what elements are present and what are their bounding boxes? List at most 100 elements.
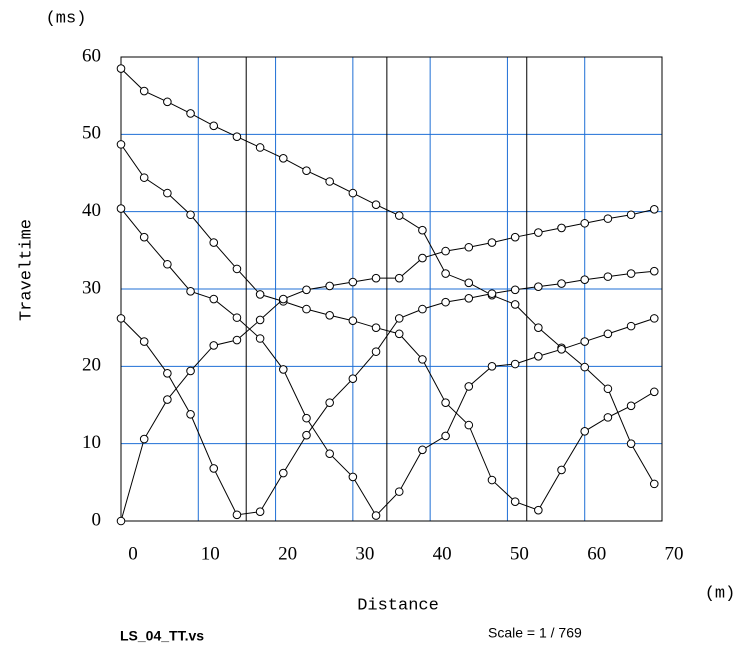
data-point (116, 516, 126, 526)
data-point (116, 314, 126, 323)
data-point (649, 479, 659, 489)
data-point (325, 281, 334, 291)
data-point (649, 205, 659, 214)
x-tick-label: 50 (510, 543, 529, 564)
data-point (418, 355, 427, 364)
data-point (255, 507, 265, 517)
data-point (209, 464, 219, 473)
data-point (209, 294, 219, 304)
data-point (441, 431, 450, 441)
data-point (139, 86, 149, 96)
data-point (255, 334, 265, 343)
data-point (626, 439, 636, 448)
data-point (394, 211, 404, 220)
data-point (302, 413, 311, 423)
data-point (371, 200, 381, 210)
data-point (580, 362, 590, 372)
y-tick-label: 40 (82, 200, 101, 221)
data-point (371, 511, 381, 520)
series-line (120, 208, 655, 517)
data-point (510, 285, 520, 295)
data-point (534, 323, 543, 332)
data-point (302, 304, 311, 314)
data-point (371, 323, 381, 332)
data-point (186, 109, 195, 118)
data-point (232, 264, 242, 274)
data-point (209, 121, 219, 131)
data-point (510, 232, 520, 242)
x-tick-label: 70 (665, 543, 684, 564)
data-point (116, 204, 126, 213)
data-point (649, 266, 659, 276)
data-point (394, 329, 404, 339)
y-tick-label: 50 (82, 123, 101, 144)
data-point (279, 365, 288, 374)
data-point (464, 382, 474, 391)
data-point (557, 465, 566, 475)
data-point (348, 374, 358, 384)
plot-border (120, 56, 663, 522)
data-point (186, 210, 195, 220)
data-point (394, 314, 404, 323)
data-point (441, 398, 450, 407)
y-tick-label: 20 (82, 355, 101, 376)
data-point (534, 505, 543, 515)
data-point (163, 97, 172, 107)
y-tick-label: 10 (82, 432, 101, 453)
data-point (255, 290, 265, 299)
data-point (626, 321, 636, 331)
data-point (464, 242, 474, 252)
data-point (302, 166, 311, 175)
data-point (139, 232, 149, 242)
data-point (580, 337, 590, 346)
file-name: LS_04_TT.vs (120, 628, 204, 644)
data-point (441, 297, 450, 307)
x-tick-label: 60 (587, 543, 606, 564)
data-point (487, 362, 497, 371)
series-line (120, 68, 655, 485)
data-point (186, 409, 195, 419)
data-point (418, 304, 427, 314)
data-point (510, 497, 520, 506)
data-point (580, 218, 590, 228)
data-point (163, 188, 172, 198)
data-point (232, 510, 242, 520)
data-point (255, 315, 265, 325)
data-point (186, 366, 195, 376)
data-point (534, 351, 543, 361)
scale-text: Scale = 1 / 769 (488, 625, 582, 641)
data-point (325, 310, 334, 320)
data-point (418, 253, 427, 263)
data-point (603, 413, 613, 422)
data-point (603, 384, 613, 394)
y-tick-label: 30 (82, 277, 101, 298)
data-point (464, 420, 474, 430)
data-point (279, 294, 288, 304)
data-point (580, 426, 590, 436)
data-point (325, 177, 334, 186)
data-point (603, 214, 613, 223)
data-point (348, 188, 358, 198)
data-point (603, 272, 613, 281)
x-unit: (m) (705, 584, 736, 603)
data-point (139, 337, 149, 346)
data-point (232, 132, 242, 141)
data-point (348, 316, 358, 326)
data-point (557, 223, 566, 233)
data-point (255, 143, 265, 152)
data-point (626, 401, 636, 411)
data-point (163, 395, 172, 404)
data-point (348, 277, 358, 287)
data-point (232, 335, 242, 345)
series-line (120, 144, 655, 511)
data-point (464, 293, 474, 303)
data-point (371, 273, 381, 283)
data-point (394, 487, 404, 496)
data-point (394, 273, 404, 283)
series-line (120, 208, 655, 522)
data-point (649, 314, 659, 323)
data-point (116, 140, 126, 149)
y-axis-label: Traveltime (17, 219, 36, 321)
data-point (186, 287, 195, 296)
data-point (418, 445, 427, 455)
